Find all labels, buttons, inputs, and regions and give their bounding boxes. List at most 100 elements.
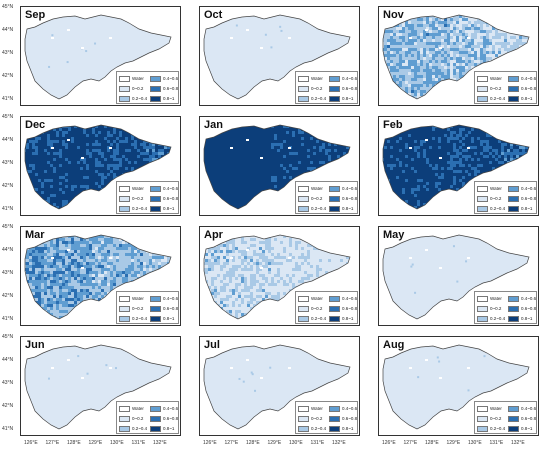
legend-swatch [329, 195, 340, 202]
legend-swatch [508, 95, 519, 102]
region-fill [204, 345, 350, 429]
legend-label: Water [311, 186, 323, 191]
legend-item: 0.4~0.6 [508, 74, 536, 83]
legend-label: Water [311, 406, 323, 411]
legend-item: 0.8~1 [508, 94, 532, 103]
legend-swatch [329, 295, 340, 302]
legend-swatch [150, 415, 161, 422]
region-map [382, 234, 530, 320]
legend-item: 0.8~1 [329, 94, 353, 103]
legend-label: 0.2~0.4 [490, 316, 506, 321]
legend-item: Water [477, 184, 502, 193]
longitude-label: 129°E [267, 440, 282, 446]
water-body [246, 249, 249, 251]
legend-item: 0.6~0.8 [508, 194, 536, 203]
legend-item: 0.4~0.6 [329, 404, 357, 413]
map-panel-sep: Sep Water 0~0.2 0.2~0.4 0.4~0.6 0.6~0.8 0.8~1 [20, 6, 181, 106]
latitude-label: 42°N [2, 403, 14, 409]
region-map [382, 344, 530, 430]
legend-item: 0.2~0.4 [298, 204, 326, 213]
legend-item: 0.2~0.4 [477, 314, 505, 323]
legend-label: 0.2~0.4 [132, 206, 148, 211]
legend-item: 0.8~1 [150, 424, 174, 433]
longitude-label: 126°E [203, 440, 217, 446]
water-body [467, 367, 470, 369]
water-body [439, 47, 442, 49]
legend-swatch [477, 185, 488, 192]
legend-item: 0.8~1 [150, 204, 174, 213]
legend-label: 0.8~1 [342, 96, 354, 101]
water-body [425, 249, 428, 251]
legend-item: Water [119, 184, 144, 193]
legend-item: 0.2~0.4 [298, 314, 326, 323]
legend-item: 0.8~1 [329, 314, 353, 323]
region-fill [383, 345, 529, 429]
legend-item: Water [477, 294, 502, 303]
legend-item: 0.4~0.6 [508, 294, 536, 303]
water-body [246, 139, 249, 141]
month-label: Sep [25, 9, 46, 21]
region-fill [383, 235, 529, 319]
water-body [288, 257, 291, 259]
legend-label: 0.2~0.4 [490, 96, 506, 101]
water-body [51, 147, 54, 149]
legend-label: 0.6~0.8 [521, 86, 537, 91]
legend-swatch [119, 425, 130, 432]
water-body [288, 367, 291, 369]
legend-label: Water [311, 76, 323, 81]
region-map [203, 234, 351, 320]
longitude-label: 127°E [224, 440, 239, 446]
legend-label: 0.6~0.8 [163, 196, 179, 201]
water-body [439, 157, 442, 159]
legend-swatch [150, 185, 161, 192]
legend-swatch [508, 415, 519, 422]
legend-swatch [329, 95, 340, 102]
legend-item: 0.4~0.6 [150, 404, 178, 413]
legend-item: 0.4~0.6 [150, 294, 178, 303]
legend-item: Water [298, 404, 323, 413]
water-body [81, 47, 84, 49]
legend-item: 0~0.2 [477, 194, 501, 203]
map-panel-feb: Feb Water 0~0.2 0.2~0.4 0.4~0.6 0.6~0.8 0.8~1 [378, 116, 539, 216]
legend-item: Water [298, 294, 323, 303]
legend-item: Water [119, 74, 144, 83]
water-body [81, 377, 84, 379]
legend-label: 0.4~0.6 [521, 186, 537, 191]
water-body [288, 147, 291, 149]
water-body [109, 367, 112, 369]
legend-item: 0~0.2 [119, 304, 143, 313]
latitude-label: 42°N [2, 183, 14, 189]
longitude-label: 132°E [332, 440, 346, 446]
water-body [246, 359, 249, 361]
legend-swatch [150, 75, 161, 82]
legend-label: 0.8~1 [521, 426, 533, 431]
legend-label: 0.2~0.4 [311, 96, 327, 101]
legend-swatch [477, 75, 488, 82]
water-body [260, 377, 263, 379]
legend-swatch [508, 205, 519, 212]
map-panel-nov: Nov Water 0~0.2 0.2~0.4 0.4~0.6 0.6~0.8 0.8~1 [378, 6, 539, 106]
legend-label: 0.8~1 [163, 206, 175, 211]
legend-item: 0.6~0.8 [150, 84, 178, 93]
latitude-label: 42°N [2, 293, 14, 299]
legend-swatch [298, 295, 309, 302]
legend-label: 0.2~0.4 [132, 96, 148, 101]
legend-item: 0.6~0.8 [508, 304, 536, 313]
longitude-label: 128°E [246, 440, 260, 446]
legend-item: 0~0.2 [477, 84, 501, 93]
region-outline [382, 124, 530, 210]
legend-item: 0.2~0.4 [477, 94, 505, 103]
water-body [409, 147, 412, 149]
legend-label: 0.4~0.6 [342, 76, 358, 81]
legend-swatch [298, 415, 309, 422]
region-outline [24, 14, 172, 100]
water-body [109, 37, 112, 39]
legend-item: 0.8~1 [508, 424, 532, 433]
longitude-label: 132°E [511, 440, 525, 446]
legend-label: 0.6~0.8 [342, 306, 358, 311]
latitude-label: 42°N [2, 73, 14, 79]
region-outline [24, 124, 172, 210]
legend-label: 0.4~0.6 [163, 406, 179, 411]
legend-swatch [298, 305, 309, 312]
